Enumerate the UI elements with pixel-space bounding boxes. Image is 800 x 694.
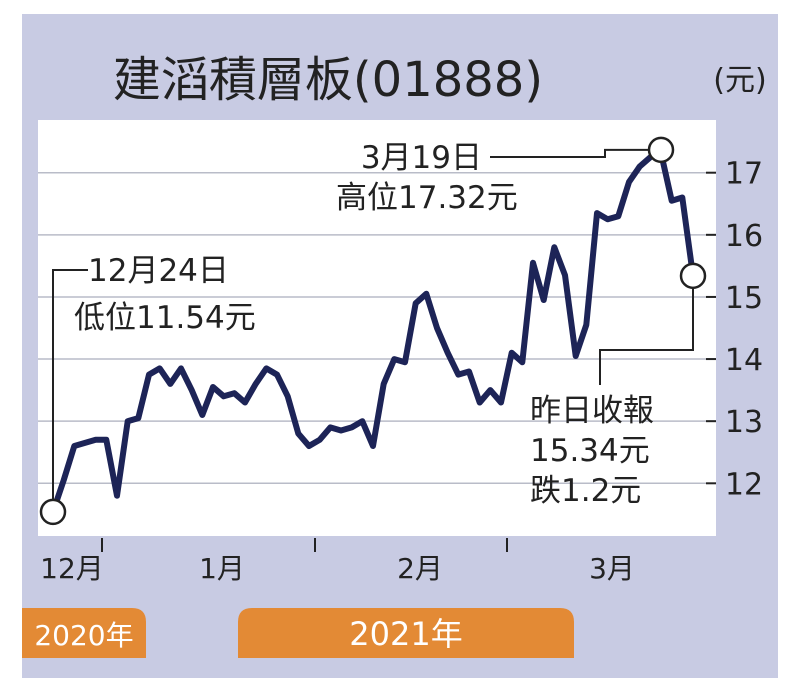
x-tick-label: 12月 — [40, 552, 104, 585]
marker-high — [647, 136, 675, 164]
leader-line-last — [599, 275, 694, 385]
x-axis: 12月 1月 2月 3月 — [40, 538, 635, 585]
y-tick-label: 17 — [725, 157, 763, 192]
low-value-label: 低位11.54元 — [74, 300, 256, 336]
y-tick-label: 12 — [725, 467, 763, 502]
high-value-label: 高位17.32元 — [336, 180, 518, 216]
leader-line-low — [52, 269, 88, 512]
year-badges: 2020年 2021年 — [22, 608, 574, 658]
last-price-label-1: 昨日收報 — [530, 393, 654, 429]
year-label-2021: 2021年 — [349, 615, 462, 653]
high-date-label: 3月19日 — [361, 140, 482, 176]
x-tick-label: 2月 — [397, 552, 443, 585]
chart-title: 建滔積層板(01888) — [113, 52, 543, 108]
x-tick-label: 1月 — [199, 552, 245, 585]
last-price-label-3: 跌1.2元 — [530, 473, 641, 509]
x-tick-label: 3月 — [589, 552, 635, 585]
year-badge-2021 — [238, 608, 574, 658]
unit-label: (元) — [713, 63, 766, 98]
marker-last — [679, 262, 707, 290]
price-line — [50, 149, 696, 515]
year-badge-2020 — [22, 608, 146, 658]
y-tick-label: 14 — [725, 343, 763, 378]
y-tick-label: 16 — [725, 219, 763, 254]
plot-area — [38, 120, 716, 536]
annotation-markers — [39, 136, 707, 526]
grid-lines — [38, 171, 716, 485]
marker-low — [39, 498, 67, 526]
y-axis-ticks: 12 13 14 15 16 17 — [706, 157, 763, 502]
annotation-leaders — [52, 148, 694, 512]
low-date-label: 12月24日 — [88, 253, 229, 289]
last-price-label-2: 15.34元 — [530, 433, 650, 469]
y-tick-label: 15 — [725, 281, 763, 316]
y-tick-label: 13 — [725, 405, 763, 440]
year-label-2020: 2020年 — [34, 619, 133, 652]
leader-line-high — [490, 148, 661, 158]
